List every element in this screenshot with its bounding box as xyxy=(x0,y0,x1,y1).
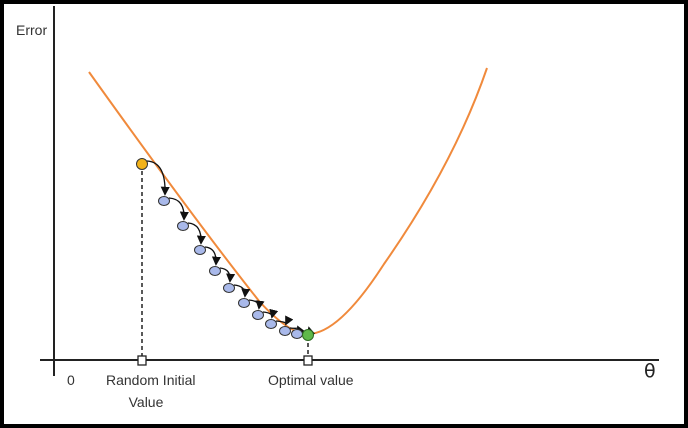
step-point xyxy=(252,310,264,320)
optimum-tick-marker xyxy=(303,355,313,366)
step-point xyxy=(223,283,235,293)
gradient-descent-diagram xyxy=(40,6,659,376)
start-point-label-line1: Random Initial xyxy=(106,372,196,388)
step-arrow xyxy=(275,315,294,326)
step-arrow xyxy=(262,308,279,319)
step-arrow xyxy=(233,284,251,298)
step-arrow xyxy=(248,299,265,310)
start-point xyxy=(136,158,148,170)
step-point xyxy=(291,329,303,339)
step-arrow xyxy=(204,246,221,266)
start-tick-marker xyxy=(137,355,147,366)
descent-points xyxy=(136,158,314,341)
start-point-label-line2: Value xyxy=(128,394,164,410)
step-point xyxy=(158,196,170,206)
x-axis-label: θ xyxy=(644,360,656,382)
step-arrow xyxy=(168,197,189,221)
step-point xyxy=(177,221,189,231)
origin-label: 0 xyxy=(67,372,75,388)
step-point xyxy=(265,319,277,329)
error-curve xyxy=(88,67,488,336)
step-arrow xyxy=(219,267,236,283)
y-axis-label: Error xyxy=(16,22,48,38)
step-arrow xyxy=(187,222,206,245)
start-point-label: Random Initial Value xyxy=(106,372,196,410)
optimum-point-label: Optimal value xyxy=(268,372,354,388)
step-point xyxy=(279,326,291,336)
step-arrow xyxy=(146,160,170,196)
step-arrow xyxy=(289,325,306,336)
diagram-canvas: Error 0 Random Initial Value Optimal val… xyxy=(4,4,684,424)
step-point xyxy=(209,266,221,276)
step-point xyxy=(238,298,250,308)
optimum-point xyxy=(302,329,314,341)
step-point xyxy=(194,245,206,255)
